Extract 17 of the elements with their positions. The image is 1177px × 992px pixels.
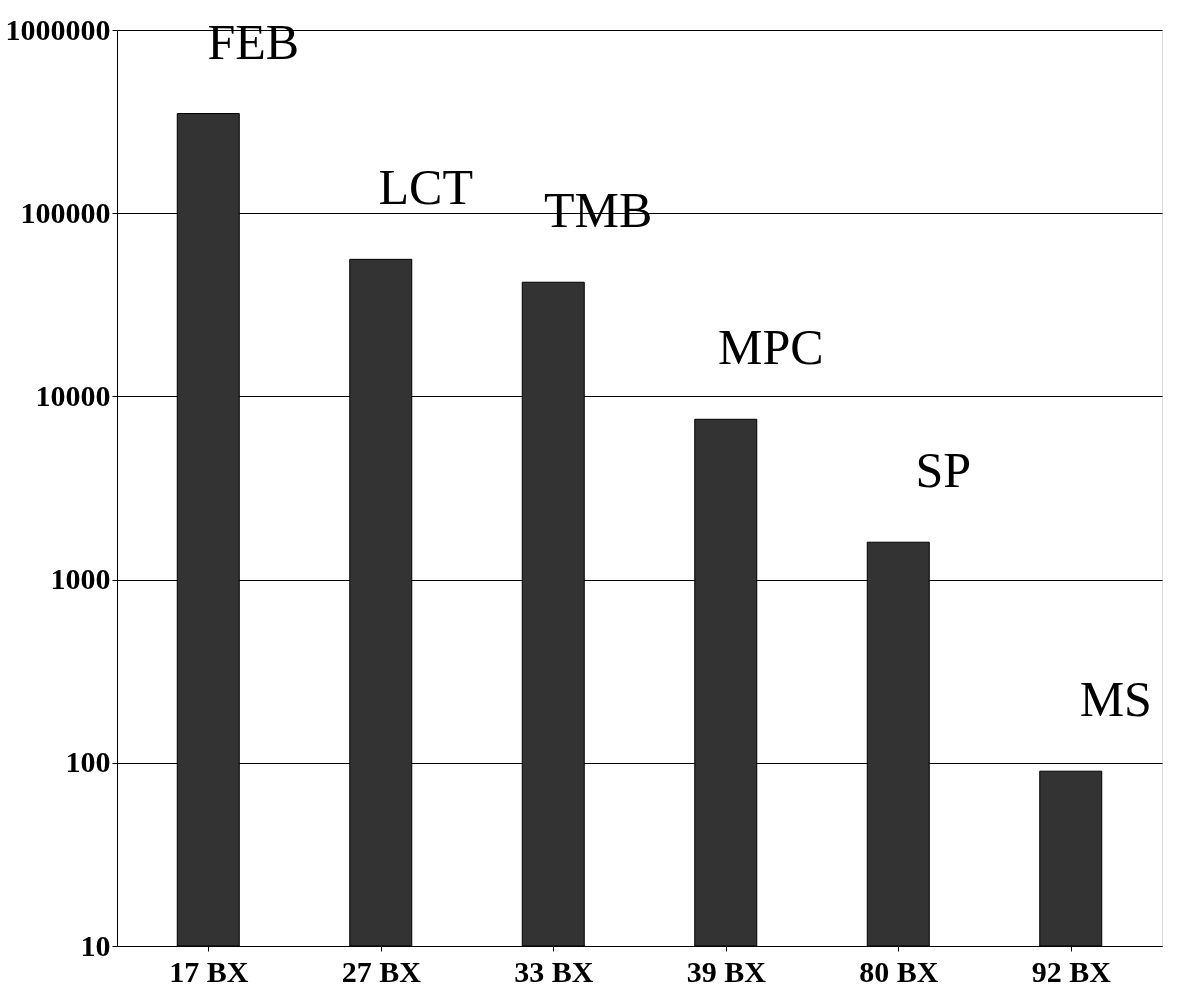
annotation: FEB — [207, 13, 300, 70]
annotation: SP — [915, 442, 972, 499]
y-tick-label: 1000 — [50, 562, 111, 596]
annotation: LCT — [378, 159, 473, 216]
y-tick-label: 100000 — [20, 195, 111, 229]
y-tick-label: 100 — [65, 745, 111, 779]
y-tick-label: 1000000 — [5, 12, 111, 46]
x-tick-label: 80 BX — [859, 954, 939, 988]
x-tick-label: 27 BX — [341, 954, 422, 988]
y-tick-label: 10000 — [35, 378, 111, 412]
x-tick-label: 39 BX — [686, 954, 767, 988]
x-tick-label: 17 BX — [169, 954, 249, 988]
annotation: MS — [1079, 671, 1152, 728]
annotation: MPC — [717, 319, 824, 376]
x-tick-label: 33 BX — [514, 954, 594, 988]
x-tick-label: 92 BX — [1031, 954, 1112, 988]
y-tick-label: 10 — [80, 928, 111, 962]
